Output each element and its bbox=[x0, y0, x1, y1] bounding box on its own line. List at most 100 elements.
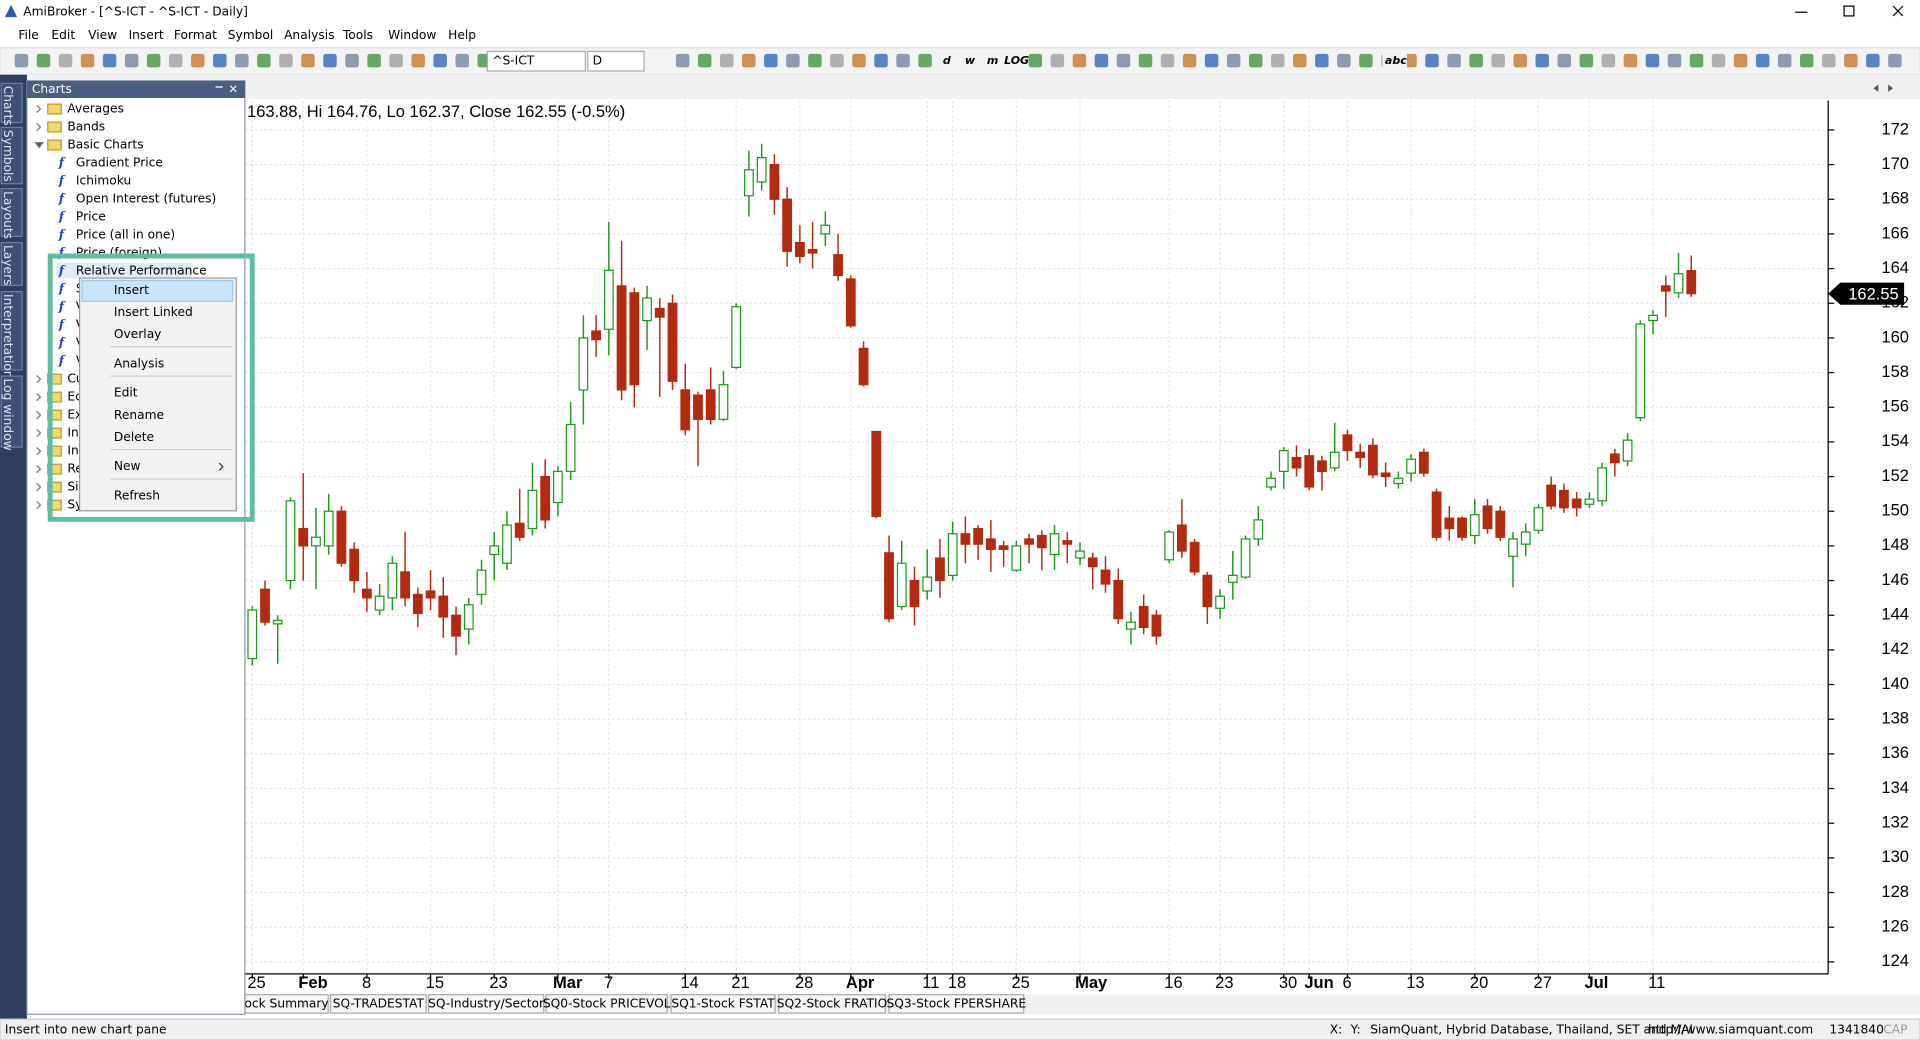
tree-folder[interactable]: Sy bbox=[67, 498, 82, 512]
toolbar-button[interactable] bbox=[1204, 53, 1219, 68]
context-menu-item[interactable]: New bbox=[114, 459, 141, 473]
menu-item[interactable]: Help bbox=[448, 28, 476, 42]
toolbar-button[interactable] bbox=[1667, 53, 1682, 68]
sheet-tab-label[interactable]: SQ0-Stock PRICEVOL bbox=[543, 996, 671, 1010]
toolbar-button[interactable] bbox=[14, 53, 29, 68]
tree-folder[interactable]: Basic Charts bbox=[67, 138, 143, 152]
toolbar-button[interactable] bbox=[1535, 53, 1549, 68]
sheet-tab[interactable] bbox=[670, 994, 776, 1014]
menu-item[interactable]: Analysis bbox=[284, 28, 334, 42]
toolbar-button[interactable] bbox=[279, 53, 293, 68]
toolbar-button[interactable] bbox=[1689, 53, 1704, 68]
menu-item[interactable]: Insert bbox=[129, 28, 164, 42]
sheet-tab[interactable] bbox=[778, 994, 886, 1014]
expander[interactable] bbox=[36, 501, 42, 510]
toolbar-button[interactable] bbox=[1755, 53, 1770, 68]
sheet-tab-label[interactable]: ock Summary bbox=[244, 996, 328, 1010]
toolbar-button[interactable] bbox=[764, 53, 778, 68]
toolbar-button[interactable] bbox=[213, 53, 227, 68]
sheet-tab[interactable] bbox=[888, 994, 1025, 1014]
toolbar-button[interactable] bbox=[124, 53, 139, 68]
toolbar-button[interactable] bbox=[345, 53, 359, 68]
close-button[interactable] bbox=[1892, 5, 1904, 17]
toolbar-button[interactable] bbox=[367, 53, 381, 68]
toolbar-button[interactable] bbox=[1866, 53, 1880, 68]
tree-folder[interactable]: Si bbox=[67, 480, 78, 494]
toolbar-button[interactable] bbox=[1822, 53, 1836, 68]
expander[interactable] bbox=[34, 141, 45, 149]
toolbar-button[interactable] bbox=[191, 53, 205, 68]
toolbar-button[interactable] bbox=[1557, 53, 1572, 68]
toolbar-button[interactable] bbox=[36, 53, 51, 68]
toolbar-label[interactable]: m bbox=[987, 54, 998, 67]
toolbar-button[interactable] bbox=[102, 53, 117, 68]
toolbar-button[interactable] bbox=[1116, 53, 1131, 68]
toolbar-button[interactable] bbox=[830, 53, 844, 68]
toolbar-button[interactable] bbox=[146, 53, 161, 68]
context-menu-item[interactable]: Insert bbox=[114, 283, 149, 297]
toolbar-button[interactable] bbox=[1447, 53, 1461, 68]
expander[interactable] bbox=[36, 104, 42, 114]
tree-folder[interactable]: Re bbox=[67, 462, 82, 476]
toolbar-button[interactable] bbox=[323, 53, 337, 68]
toolbar-button[interactable] bbox=[1888, 53, 1902, 68]
toolbar-button[interactable] bbox=[1645, 53, 1660, 68]
sheet-tab-label[interactable]: SQ3-Stock FPERSHARE bbox=[887, 996, 1027, 1010]
context-menu-item[interactable]: Rename bbox=[114, 408, 164, 422]
toolbar-button[interactable] bbox=[1733, 53, 1748, 68]
side-tab[interactable] bbox=[0, 126, 23, 185]
sheet-tab-label[interactable]: SQ-Industry/Sector bbox=[428, 996, 545, 1010]
toolbar-button[interactable] bbox=[1491, 53, 1505, 68]
toolbar-label[interactable]: abc bbox=[1385, 54, 1407, 67]
tree-item[interactable]: Gradient Price bbox=[76, 156, 163, 170]
symbol-combo[interactable] bbox=[486, 50, 586, 72]
expander[interactable] bbox=[36, 483, 42, 492]
toolbar-button[interactable] bbox=[918, 53, 932, 68]
tree-folder[interactable]: Ec bbox=[67, 390, 81, 404]
panel-buttons[interactable] bbox=[215, 85, 237, 93]
context-menu-item[interactable]: Edit bbox=[114, 386, 138, 400]
sheet-tab-label[interactable]: SQ1-Stock FSTAT bbox=[671, 996, 775, 1010]
side-tab[interactable] bbox=[0, 375, 23, 448]
expander[interactable] bbox=[36, 411, 42, 420]
expander[interactable] bbox=[36, 122, 42, 132]
tree-folder[interactable]: In bbox=[67, 444, 78, 458]
menu-item[interactable]: Tools bbox=[342, 28, 373, 42]
toolbar-button[interactable] bbox=[1469, 53, 1483, 68]
toolbar-button[interactable] bbox=[168, 53, 183, 68]
menu-item[interactable]: File bbox=[18, 28, 38, 42]
context-menu-item[interactable]: Delete bbox=[114, 430, 154, 444]
interval-combo[interactable] bbox=[587, 50, 645, 72]
tree-item[interactable]: Price bbox=[76, 210, 106, 224]
side-tab[interactable] bbox=[0, 241, 23, 287]
tree-folder[interactable]: Bands bbox=[67, 120, 105, 134]
expander[interactable] bbox=[36, 465, 42, 474]
toolbar-label[interactable]: LOG bbox=[1004, 54, 1029, 67]
toolbar-button[interactable] bbox=[1623, 53, 1638, 68]
tree-item[interactable]: Relative Performance bbox=[76, 264, 207, 278]
toolbar-button[interactable] bbox=[852, 53, 866, 68]
toolbar-button[interactable] bbox=[1182, 53, 1197, 68]
toolbar-button[interactable] bbox=[433, 53, 447, 68]
toolbar-button[interactable] bbox=[1844, 53, 1858, 68]
expander[interactable] bbox=[36, 393, 42, 402]
context-menu-item[interactable]: Insert Linked bbox=[114, 305, 193, 319]
toolbar-button[interactable] bbox=[58, 53, 73, 68]
toolbar-button[interactable] bbox=[1777, 53, 1792, 68]
tree-folder[interactable]: Ex bbox=[67, 408, 82, 422]
toolbar-button[interactable] bbox=[1601, 53, 1616, 68]
toolbar-button[interactable] bbox=[80, 53, 95, 68]
side-tab[interactable] bbox=[0, 188, 23, 238]
toolbar-button[interactable] bbox=[874, 53, 888, 68]
toolbar-button[interactable] bbox=[1315, 53, 1329, 68]
toolbar-button[interactable] bbox=[1800, 53, 1814, 68]
expander[interactable] bbox=[36, 447, 42, 456]
toolbar-button[interactable] bbox=[1337, 53, 1351, 68]
toolbar-button[interactable] bbox=[1072, 53, 1087, 68]
toolbar-label[interactable]: w bbox=[965, 54, 976, 67]
tree-item[interactable]: Ichimoku bbox=[76, 174, 131, 188]
context-menu-item[interactable]: Analysis bbox=[114, 356, 164, 370]
menu-item[interactable]: Symbol bbox=[228, 28, 274, 42]
tree-folder[interactable]: Averages bbox=[67, 102, 124, 116]
expander[interactable] bbox=[36, 375, 42, 384]
